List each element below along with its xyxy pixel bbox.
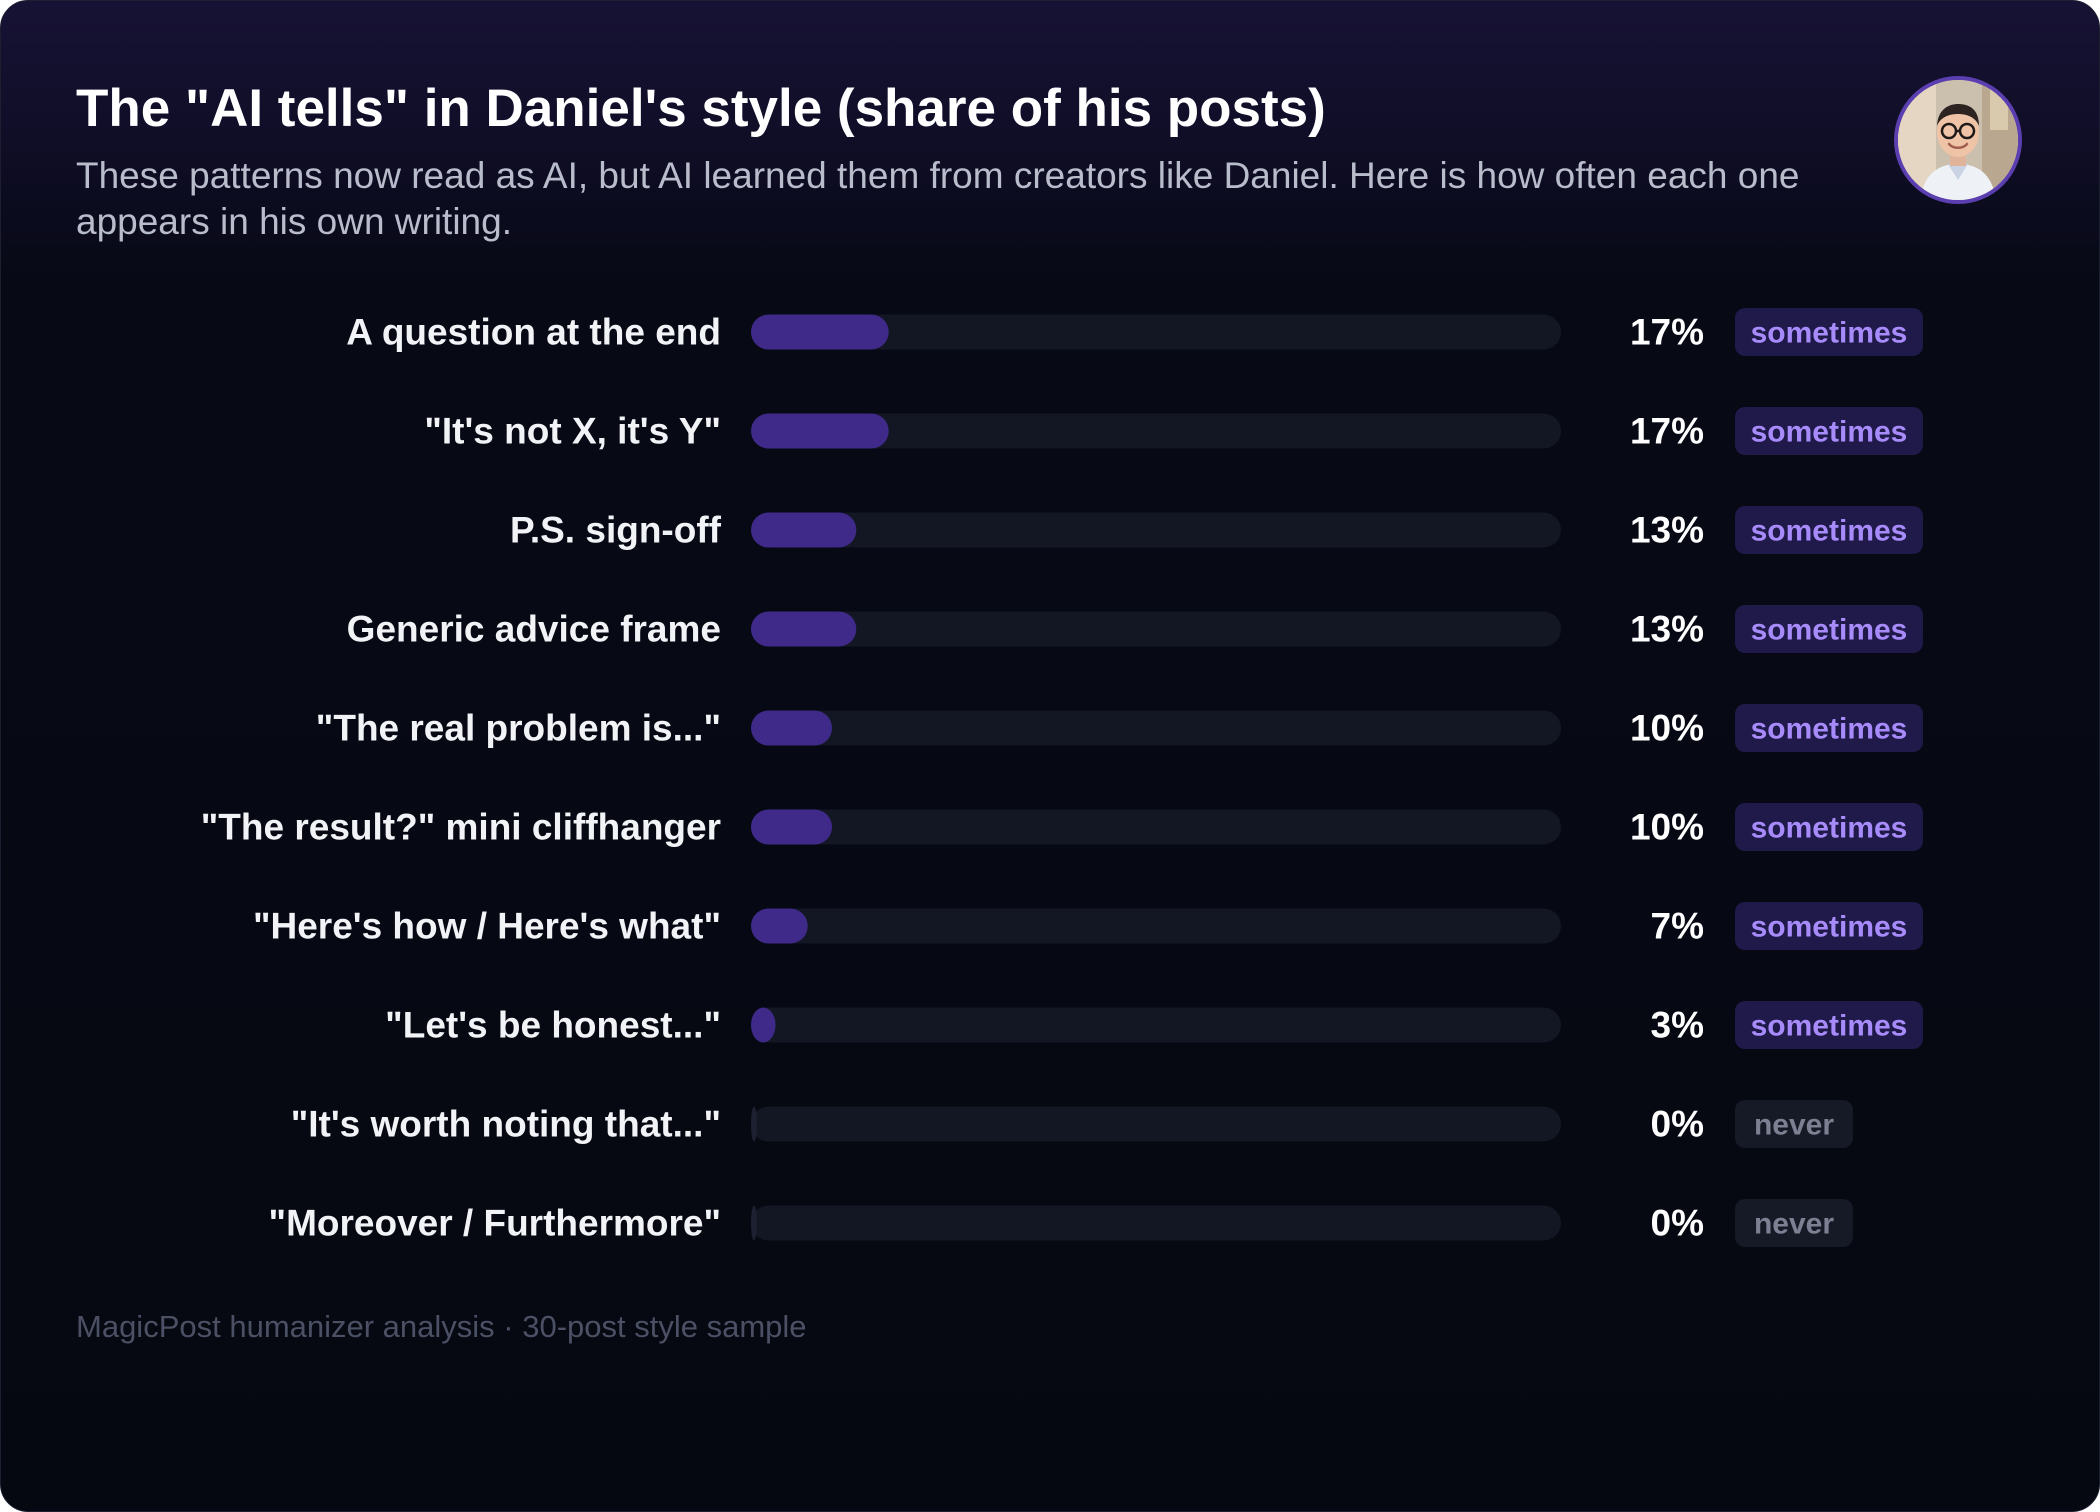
bar-row: A question at the end 17% sometimes bbox=[346, 308, 1923, 356]
bar-track bbox=[751, 611, 1561, 647]
category-label: "It's worth noting that..." bbox=[291, 1104, 721, 1145]
frequency-badge bbox=[1735, 308, 1923, 356]
bar-row: "The result?" mini cliffhanger 10% sometim… bbox=[201, 803, 1923, 851]
value-label: 10% bbox=[1630, 708, 1704, 749]
chart-subtitle: These patterns now read as AI, but AI le… bbox=[76, 155, 1800, 242]
bar bbox=[751, 809, 832, 845]
source-footnote: MagicPost humanizer analysis · 30-post s… bbox=[76, 1309, 807, 1344]
category-label: Generic advice frame bbox=[347, 609, 721, 650]
frequency-badge-label: sometimes bbox=[1751, 911, 1908, 944]
value-label: 17% bbox=[1630, 411, 1704, 452]
frequency-badge bbox=[1735, 1199, 1853, 1247]
frequency-badge-label: sometimes bbox=[1751, 614, 1908, 647]
category-label: "The result?" mini cliffhanger bbox=[201, 807, 721, 848]
value-label: 3% bbox=[1651, 1005, 1704, 1046]
bar bbox=[751, 413, 889, 449]
frequency-badge bbox=[1735, 1100, 1853, 1148]
frequency-badge-label: sometimes bbox=[1751, 416, 1908, 449]
frequency-badge bbox=[1735, 704, 1923, 752]
bar-track bbox=[751, 710, 1561, 746]
value-label: 0% bbox=[1651, 1203, 1704, 1244]
value-label: 0% bbox=[1651, 1104, 1704, 1145]
frequency-badge-label: sometimes bbox=[1751, 812, 1908, 845]
bar bbox=[751, 1205, 757, 1241]
avatar bbox=[1894, 76, 2022, 204]
bar-row: "Moreover / Furthermore" 0% never bbox=[269, 1199, 1853, 1247]
frequency-badge bbox=[1735, 902, 1923, 950]
category-label: "Here's how / Here's what" bbox=[253, 906, 721, 947]
bar-row: P.S. sign-off 13% sometimes bbox=[510, 506, 1923, 554]
frequency-badge-label: sometimes bbox=[1751, 1010, 1908, 1043]
bar-row: "The real problem is..." 10% sometimes bbox=[316, 704, 1923, 752]
category-label: A question at the end bbox=[346, 312, 721, 353]
value-label: 17% bbox=[1630, 312, 1704, 353]
bar-row: "Let's be honest..." 3% sometimes bbox=[385, 1001, 1923, 1049]
frequency-badge bbox=[1735, 605, 1923, 653]
bar bbox=[751, 1106, 757, 1142]
frequency-badge bbox=[1735, 407, 1923, 455]
category-label: "The real problem is..." bbox=[316, 708, 721, 749]
bar-track bbox=[751, 413, 1561, 449]
category-label: "It's not X, it's Y" bbox=[424, 411, 721, 452]
frequency-badge-label: sometimes bbox=[1751, 317, 1908, 350]
value-label: 13% bbox=[1630, 510, 1704, 551]
bar-row: Generic advice frame 13% sometimes bbox=[347, 605, 1923, 653]
frequency-badge bbox=[1735, 506, 1923, 554]
bar-track bbox=[751, 809, 1561, 845]
bar-track bbox=[751, 314, 1561, 350]
chart-title: The "AI tells" in Daniel's style (share … bbox=[76, 79, 1326, 138]
category-label: P.S. sign-off bbox=[510, 510, 722, 551]
bar-track bbox=[751, 1106, 1561, 1142]
frequency-badge-label: never bbox=[1754, 1109, 1834, 1142]
value-label: 10% bbox=[1630, 807, 1704, 848]
bar-track bbox=[751, 908, 1561, 944]
bar-track bbox=[751, 1205, 1561, 1241]
frequency-badge-label: sometimes bbox=[1751, 515, 1908, 548]
bar-track bbox=[751, 512, 1561, 548]
frequency-badge bbox=[1735, 803, 1923, 851]
value-label: 7% bbox=[1651, 906, 1704, 947]
category-label: "Moreover / Furthermore" bbox=[269, 1203, 721, 1244]
bar-row: "Here's how / Here's what" 7% sometimes bbox=[253, 902, 1923, 950]
value-label: 13% bbox=[1630, 609, 1704, 650]
profile-photo-icon bbox=[1898, 80, 2018, 200]
bar bbox=[751, 908, 808, 944]
frequency-badge bbox=[1735, 1001, 1923, 1049]
bar-chart: A question at the end 17% sometimes"It's n… bbox=[201, 308, 1923, 1247]
bar bbox=[751, 710, 832, 746]
bar-track bbox=[751, 1007, 1561, 1043]
frequency-badge-label: never bbox=[1754, 1208, 1834, 1241]
bar bbox=[751, 512, 857, 548]
bar bbox=[751, 314, 889, 350]
bar-row: "It's worth noting that..." 0% never bbox=[291, 1100, 1853, 1148]
category-label: "Let's be honest..." bbox=[385, 1005, 721, 1046]
bar-row: "It's not X, it's Y" 17% sometimes bbox=[424, 407, 1923, 455]
bar bbox=[751, 1007, 776, 1043]
bar bbox=[751, 611, 857, 647]
frequency-badge-label: sometimes bbox=[1751, 713, 1908, 746]
